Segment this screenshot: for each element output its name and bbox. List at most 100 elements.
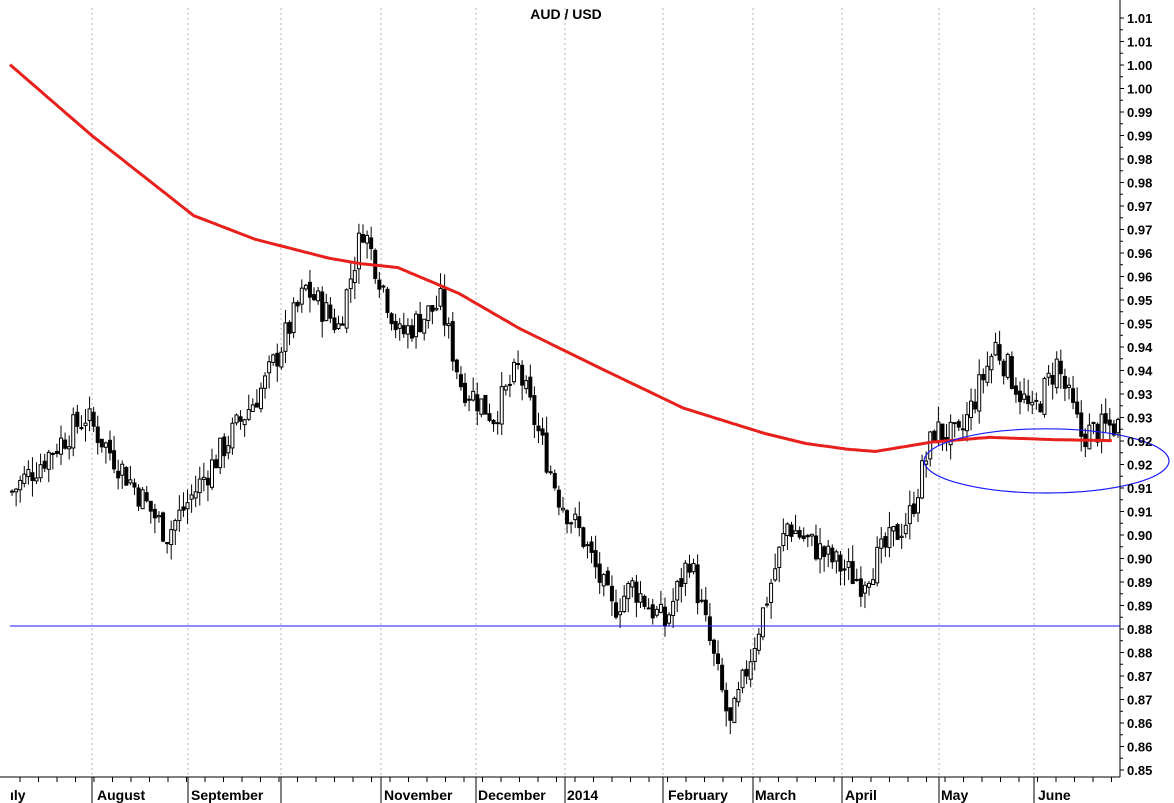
- candle-body: [291, 302, 296, 334]
- candle-body: [675, 581, 680, 601]
- candle-body: [14, 488, 19, 493]
- y-tick-label: 1.01: [1127, 35, 1152, 50]
- candle-body: [393, 320, 398, 331]
- candle-body: [369, 237, 374, 250]
- candle-body: [91, 411, 96, 427]
- candle-body: [344, 289, 349, 329]
- candle-body: [683, 562, 688, 584]
- candle-body: [303, 284, 308, 290]
- candle-body: [246, 409, 251, 420]
- candle-body: [475, 394, 480, 412]
- candle-body: [328, 304, 333, 319]
- x-tick-label: September: [191, 787, 264, 803]
- candle-body: [385, 288, 390, 314]
- y-tick-label: 0.98: [1127, 176, 1152, 191]
- candle-body: [340, 323, 345, 326]
- candle-body: [389, 313, 394, 325]
- candle-body: [585, 544, 590, 547]
- candle-body: [128, 479, 133, 484]
- candle-body: [969, 400, 974, 419]
- candle-body: [826, 545, 831, 555]
- y-tick-label: 0.94: [1127, 364, 1153, 379]
- candle-body: [54, 450, 59, 454]
- candle-body: [409, 325, 414, 339]
- moving-average-line: [9, 63, 1112, 453]
- candle-body: [116, 470, 121, 479]
- x-tick-label: April: [845, 787, 877, 803]
- candlesticks: [10, 223, 1120, 735]
- y-tick-label: 0.97: [1127, 223, 1152, 238]
- candle-body: [1034, 399, 1039, 402]
- candle-body: [736, 689, 741, 703]
- candle-body: [197, 478, 202, 494]
- candle-body: [830, 547, 835, 563]
- candle-body: [312, 294, 317, 301]
- candle-body: [63, 439, 68, 449]
- y-tick-label: 1.01: [1127, 11, 1152, 26]
- candle-body: [699, 599, 704, 602]
- x-tick-label: February: [668, 787, 728, 803]
- candle-body: [230, 422, 235, 449]
- candle-body: [67, 446, 72, 450]
- candle-body: [1111, 423, 1116, 436]
- candle-body: [785, 523, 790, 537]
- candle-body: [1091, 421, 1096, 424]
- candle-body: [320, 291, 325, 322]
- candle-body: [83, 422, 88, 427]
- candle-body: [1087, 424, 1092, 450]
- candle-body: [842, 568, 847, 571]
- candle-body: [1050, 375, 1055, 385]
- candle-body: [793, 530, 798, 535]
- candle-body: [226, 445, 231, 454]
- candle-body: [838, 554, 843, 572]
- candle-body: [136, 487, 141, 507]
- x-tick-label: ıly: [10, 787, 26, 803]
- candle-body: [201, 476, 206, 480]
- y-tick-label: 0.86: [1127, 716, 1152, 731]
- candle-body: [769, 582, 774, 603]
- candle-body: [1018, 390, 1023, 403]
- candle-body: [263, 375, 268, 389]
- candle-body: [169, 529, 174, 546]
- candle-body: [805, 534, 810, 538]
- candle-body: [789, 524, 794, 537]
- moving-average-group: [9, 63, 1112, 453]
- candle-body: [662, 606, 667, 627]
- y-tick-label: 0.90: [1127, 552, 1152, 567]
- candle-body: [483, 394, 488, 415]
- candle-body: [324, 302, 329, 322]
- candle-body: [687, 563, 692, 573]
- candle-body: [716, 653, 721, 664]
- candle-body: [46, 451, 51, 470]
- chart-title: AUD / USD: [530, 6, 602, 22]
- y-tick-label: 0.96: [1127, 246, 1152, 261]
- candle-body: [630, 580, 635, 588]
- candle-body: [38, 464, 43, 479]
- candle-body: [622, 595, 627, 613]
- candle-body: [1046, 372, 1051, 378]
- candle-body: [50, 452, 55, 455]
- candle-body: [487, 413, 492, 421]
- candle-body: [1066, 384, 1071, 388]
- candle-body: [181, 506, 186, 511]
- y-tick-label: 0.94: [1127, 340, 1153, 355]
- candle-body: [679, 578, 684, 588]
- candle-body: [495, 422, 500, 425]
- candle-body: [418, 313, 423, 333]
- candle-body: [507, 383, 512, 386]
- candle-body: [112, 450, 117, 470]
- candle-body: [589, 541, 594, 553]
- candle-body: [165, 541, 170, 545]
- candle-body: [75, 411, 80, 427]
- y-tick-label: 0.88: [1127, 646, 1152, 661]
- candle-body: [446, 323, 451, 327]
- candle-body: [107, 439, 112, 454]
- candle-body: [124, 467, 129, 486]
- candle-body: [883, 536, 888, 548]
- candle-body: [899, 535, 904, 539]
- y-tick-label: 0.87: [1127, 693, 1152, 708]
- candle-body: [985, 365, 990, 383]
- candle-body: [524, 380, 529, 390]
- candle-body: [352, 270, 357, 284]
- candle-body: [671, 600, 676, 616]
